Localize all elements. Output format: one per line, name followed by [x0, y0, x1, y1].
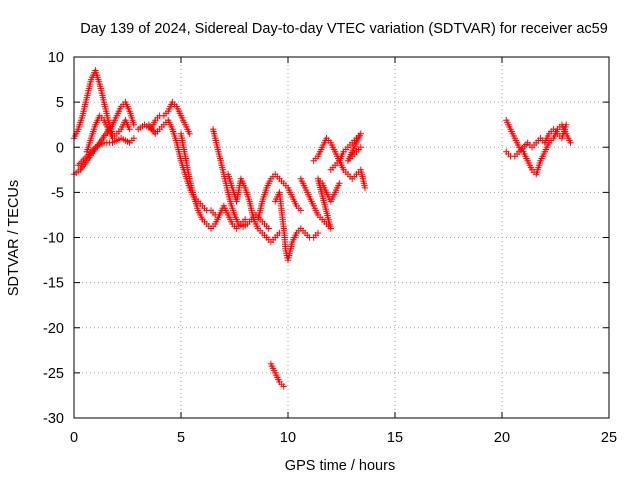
data-point [297, 207, 304, 214]
data-point [357, 144, 364, 151]
y-tick-label: 10 [48, 50, 64, 66]
y-tick-label: 0 [56, 140, 64, 156]
series-track-p [503, 117, 574, 178]
series-track-d [83, 112, 133, 155]
y-tick-label: -10 [43, 231, 64, 247]
series-track-l [297, 175, 343, 232]
y-tick-label: -20 [43, 321, 64, 337]
data-point [361, 184, 369, 192]
y-tick-label: -30 [43, 411, 64, 427]
series-track-m [310, 135, 369, 192]
x-tick-label: 5 [177, 430, 185, 446]
chart-title: Day 139 of 2024, Sidereal Day-to-day VTE… [80, 21, 608, 37]
data-points [70, 67, 574, 390]
data-point [265, 225, 272, 232]
y-axis-label: SDTVAR / TECUs [6, 180, 22, 296]
data-point [567, 139, 574, 146]
series-track-j [254, 171, 304, 223]
y-tick-label: 5 [56, 95, 64, 111]
data-point [336, 180, 343, 187]
series-track-i [224, 171, 283, 246]
data-point [130, 121, 138, 128]
series-track-h [209, 126, 272, 232]
data-point [186, 130, 193, 137]
x-tick-label: 25 [601, 430, 617, 446]
data-point [280, 383, 287, 390]
data-point [314, 229, 322, 237]
x-tick-label: 0 [70, 430, 78, 446]
x-tick-label: 10 [280, 430, 296, 446]
y-tick-label: -5 [51, 185, 64, 201]
series-track-n [327, 130, 364, 173]
series-track-q [503, 121, 570, 160]
data-point [563, 121, 570, 128]
series-track-g [177, 130, 249, 232]
series-track-c [75, 135, 138, 169]
x-axis-label: GPS time / hours [285, 458, 395, 474]
series-track-e [135, 98, 193, 137]
x-tick-label: 15 [387, 430, 403, 446]
axis-ticks: 0 5 10 15 20 25 -30 -25 -20 -15 -10 -5 0 5 10 [43, 50, 617, 446]
y-tick-label: -25 [43, 366, 64, 382]
data-point [126, 126, 133, 133]
data-point [242, 216, 249, 223]
y-tick-label: -15 [43, 276, 64, 292]
x-tick-label: 20 [494, 430, 510, 446]
series-track-k [272, 189, 322, 264]
series-track-o [267, 360, 287, 390]
data-point [130, 135, 138, 142]
